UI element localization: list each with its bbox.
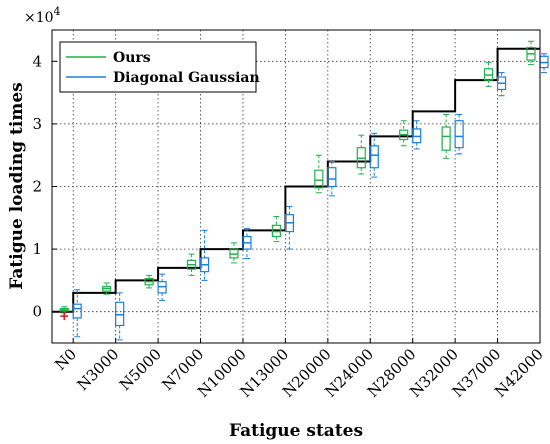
box-body <box>115 301 125 327</box>
y-tick-label: 0 <box>32 303 42 321</box>
box-diagonal-gaussian <box>115 292 125 341</box>
x-tick-label: N3000 <box>73 345 122 394</box>
y-multiplier-label: ×104 <box>24 5 61 26</box>
box-diagonal-gaussian <box>454 114 464 155</box>
box-body <box>441 126 451 151</box>
box-diagonal-gaussian <box>369 132 379 178</box>
box-diagonal-gaussian <box>242 227 252 259</box>
y-tick-label: 3 <box>32 115 42 133</box>
box-ours <box>356 134 366 175</box>
true-fatigue-step-line <box>52 47 540 313</box>
x-tick-labels: N0N3000N5000N7000N10000N13000N20000N2400… <box>51 338 547 401</box>
box-ours <box>102 282 112 295</box>
y-tick-label: 2 <box>32 178 42 196</box>
box-diagonal-gaussian <box>327 160 337 197</box>
box-ours <box>144 274 154 289</box>
legend: Ours Diagonal Gaussian <box>59 41 260 93</box>
box-body <box>72 303 82 319</box>
x-tick-label: N0 <box>51 345 80 374</box>
y-tick-label: 4 <box>32 52 42 70</box>
legend-label-diagonal-gaussian: Diagonal Gaussian <box>113 70 260 86</box>
box-diagonal-gaussian <box>157 273 167 301</box>
y-axis-label: Fatigue loading times <box>7 82 27 289</box>
box-ours <box>526 40 536 65</box>
box-ours <box>271 216 281 243</box>
box-plots <box>59 40 549 341</box>
y-tick-labels: 0 1 2 3 4 <box>32 52 57 321</box>
box-body <box>369 145 379 169</box>
box-diagonal-gaussian <box>284 206 294 250</box>
legend-box <box>59 41 257 93</box>
box-ours <box>186 253 197 276</box>
box-diagonal-gaussian <box>199 229 210 281</box>
box-body <box>314 169 324 189</box>
box-ours <box>483 62 494 87</box>
box-ours <box>59 306 69 321</box>
box-body <box>327 167 337 188</box>
y-tick-label: 1 <box>32 240 42 258</box>
box-diagonal-gaussian <box>412 120 422 150</box>
box-ours <box>229 242 239 264</box>
x-axis-label: Fatigue states <box>229 421 363 441</box>
step-line <box>52 47 540 313</box>
box-ours <box>441 114 451 159</box>
box-diagonal-gaussian <box>539 53 549 74</box>
box-ours <box>399 120 409 147</box>
x-tick-label: N5000 <box>116 345 165 394</box>
box-diagonal-gaussian <box>72 289 82 338</box>
box-ours <box>314 154 324 194</box>
box-diagonal-gaussian <box>496 72 507 97</box>
box-body <box>454 120 464 149</box>
legend-label-ours: Ours <box>113 50 151 66</box>
